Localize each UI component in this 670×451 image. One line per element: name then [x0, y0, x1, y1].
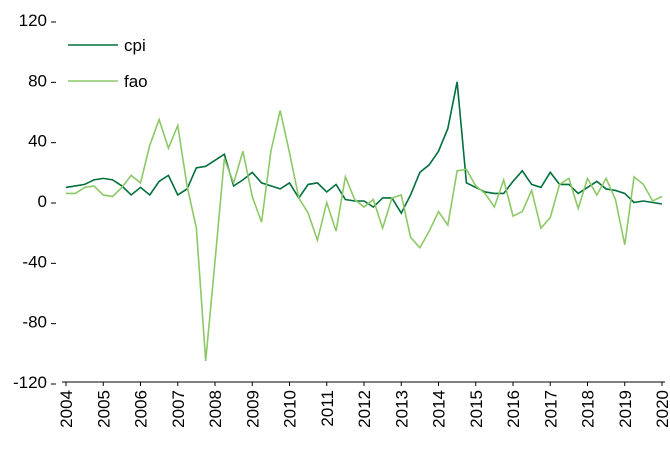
- y-tick-label: 40: [28, 132, 47, 151]
- x-tick-label: 2017: [541, 390, 560, 428]
- x-tick-label: 2014: [430, 390, 449, 428]
- x-tick-label: 2019: [616, 390, 635, 428]
- series-line: [65, 81, 663, 215]
- y-tick-label: -40: [22, 252, 47, 271]
- x-tick-label: 2011: [318, 390, 337, 427]
- x-tick-label: 2008: [206, 390, 225, 428]
- x-tick-label: 2004: [57, 390, 76, 428]
- y-tick-label: 120: [19, 11, 47, 30]
- x-tick-label: 2013: [392, 390, 411, 428]
- x-tick-label: 2009: [243, 390, 262, 428]
- y-tick-label: 0: [38, 192, 47, 211]
- x-tick-label: 2012: [355, 390, 374, 428]
- x-tick-label: 2006: [132, 390, 151, 428]
- x-tick-label: 2020: [653, 390, 670, 428]
- x-tick-label: 2007: [169, 390, 188, 428]
- x-tick-label: 2015: [467, 390, 486, 428]
- legend-label: cpi: [124, 36, 146, 55]
- x-tick-label: 2010: [281, 390, 300, 428]
- x-tick-label: 2018: [579, 390, 598, 428]
- y-tick-label: 80: [28, 71, 47, 90]
- x-tick-label: 2016: [504, 390, 523, 428]
- x-tick-label: 2005: [94, 390, 113, 428]
- series-line: [66, 110, 663, 361]
- y-tick-label: -80: [22, 313, 47, 332]
- y-tick-label: -120: [13, 373, 47, 392]
- legend-label: fao: [124, 72, 148, 91]
